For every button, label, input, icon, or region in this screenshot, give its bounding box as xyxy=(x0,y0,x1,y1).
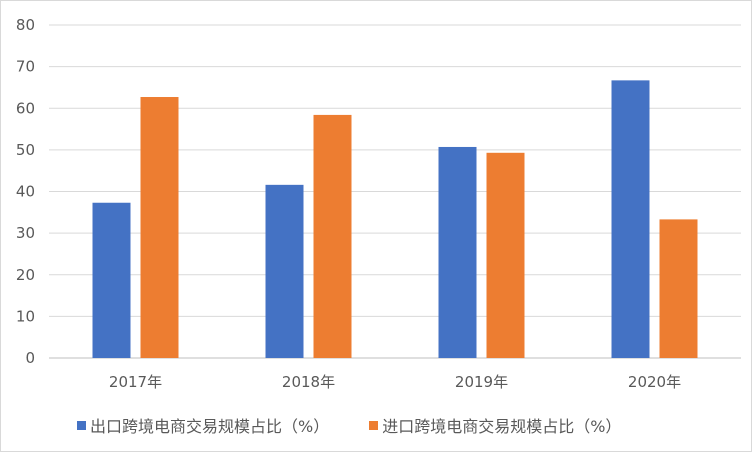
y-tick-label: 60 xyxy=(16,99,35,117)
bar xyxy=(486,152,525,358)
y-tick-label: 80 xyxy=(16,16,35,34)
bar xyxy=(313,114,352,358)
bar xyxy=(92,202,131,358)
bar xyxy=(140,97,179,358)
legend: 出口跨境电商交易规模占比（%） 进口跨境电商交易规模占比（%） xyxy=(77,413,621,437)
x-tick-label: 2020年 xyxy=(628,373,681,391)
legend-item-export: 出口跨境电商交易规模占比（%） xyxy=(77,413,329,437)
bar xyxy=(659,219,698,358)
y-tick-label: 10 xyxy=(16,307,35,325)
y-tick-label: 70 xyxy=(16,58,35,76)
y-tick-label: 30 xyxy=(16,224,35,242)
bar xyxy=(611,80,650,358)
y-tick-label: 50 xyxy=(16,141,35,159)
y-tick-label: 40 xyxy=(16,183,35,201)
bar xyxy=(438,146,477,358)
legend-label: 出口跨境电商交易规模占比（%） xyxy=(90,417,330,436)
legend-swatch xyxy=(77,420,86,430)
y-tick-label: 0 xyxy=(25,349,35,367)
bar xyxy=(265,184,304,358)
x-tick-label: 2017年 xyxy=(109,373,162,391)
y-tick-label: 20 xyxy=(16,266,35,284)
legend-item-import: 进口跨境电商交易规模占比（%） xyxy=(369,413,621,437)
legend-label: 进口跨境电商交易规模占比（%） xyxy=(382,417,622,436)
legend-swatch xyxy=(369,420,379,430)
x-tick-label: 2019年 xyxy=(455,373,508,391)
x-tick-label: 2018年 xyxy=(282,373,335,391)
